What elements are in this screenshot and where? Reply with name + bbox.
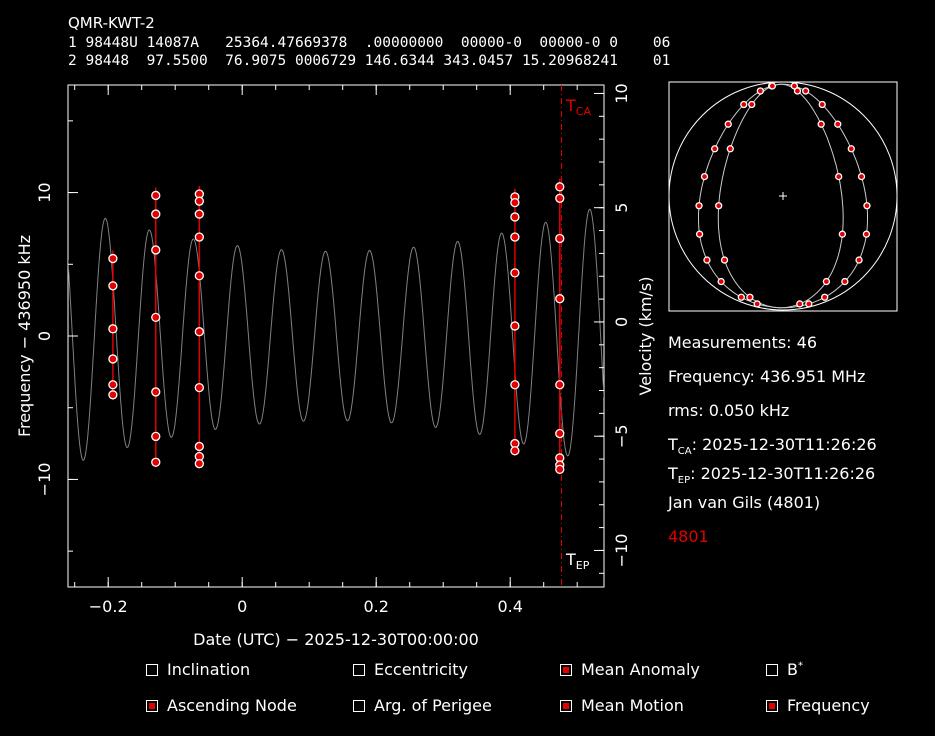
tca-label-sub: CA	[576, 105, 592, 118]
measurement-point	[108, 281, 118, 291]
checkbox-bstar[interactable]: B*	[766, 660, 803, 679]
tle-line-2: 2 98448 97.5500 76.9075 0006729 146.6344…	[68, 53, 671, 69]
tle-line-1: 1 98448U 14087A 25364.47669378 .00000000…	[68, 35, 671, 51]
measurement-point	[194, 209, 204, 219]
observer-name: Jan van Gils (4801)	[668, 493, 821, 512]
measurement-point	[108, 380, 118, 390]
tca-label: TCA	[565, 96, 591, 118]
checkbox-box[interactable]	[560, 663, 572, 676]
measurement-point	[108, 253, 118, 264]
measurement-point	[510, 446, 520, 456]
measurement-point	[555, 182, 565, 192]
checkbox-inclination[interactable]: Inclination	[146, 660, 250, 679]
measurement-point	[151, 209, 161, 219]
tep-value: TEP: 2025-12-30T11:26:26	[668, 464, 876, 487]
measurement-point	[555, 233, 565, 244]
tca-value: TCA: 2025-12-30T11:26:26	[668, 435, 877, 458]
measurement-point	[194, 382, 204, 393]
checkbox-frequency[interactable]: Frequency	[766, 696, 870, 715]
measurement-point	[510, 321, 520, 331]
checkbox-box[interactable]	[353, 663, 365, 676]
measurement-point	[194, 459, 204, 469]
measurement-point	[194, 327, 204, 337]
y-tick-label: 0	[35, 331, 54, 341]
satellite-name: QMR-KWT-2	[68, 14, 155, 32]
measurements-count: Measurements: 46	[668, 333, 818, 352]
measurement-point	[555, 294, 565, 304]
checkbox-eccentricity[interactable]: Eccentricity	[353, 660, 468, 679]
measurement-point	[510, 197, 520, 208]
y2-axis-label: Velocity (km/s)	[636, 277, 655, 396]
tep-label-sub: EP	[576, 559, 590, 572]
checkbox-box[interactable]	[560, 699, 572, 712]
frequency-value: Frequency: 436.951 MHz	[668, 367, 866, 386]
x-tick-label: 0.4	[497, 597, 522, 616]
checkbox-mean-motion[interactable]: Mean Motion	[560, 696, 684, 715]
x-tick-label: 0.2	[363, 597, 388, 616]
measurement-point	[108, 324, 118, 334]
tep-label: TEP	[565, 550, 590, 572]
measurement-point	[510, 212, 520, 222]
rms-value: rms: 0.050 kHz	[668, 401, 790, 420]
y2-tick-label: −10	[612, 534, 631, 568]
measurement-point	[194, 441, 204, 452]
checkbox-box[interactable]	[766, 663, 778, 676]
y2-tick-label: −5	[612, 424, 631, 448]
measurement-point	[151, 312, 161, 323]
measurement-point	[108, 390, 118, 400]
checkbox-box[interactable]	[146, 699, 158, 712]
measurement-point	[151, 457, 161, 467]
measurement-point	[151, 431, 161, 442]
measurement-point	[510, 380, 520, 390]
checkbox-mean-anomaly[interactable]: Mean Anomaly	[560, 660, 700, 679]
x-axis-label: Date (UTC) − 2025-12-30T00:00:00	[193, 630, 479, 649]
checkbox-box[interactable]	[353, 699, 365, 712]
checkbox-arg-of-perigee[interactable]: Arg. of Perigee	[353, 696, 492, 715]
measurement-point	[555, 428, 565, 439]
x-tick-label: −0.2	[89, 597, 128, 616]
measurement-point	[194, 232, 204, 242]
measurement-point	[151, 245, 161, 255]
x-tick-label: 0	[237, 597, 247, 616]
y2-tick-label: 10	[612, 83, 631, 103]
site-id: 4801	[668, 527, 709, 546]
measurement-point	[555, 464, 565, 475]
model-frequency-curve	[68, 208, 604, 461]
measurement-point	[151, 387, 161, 397]
measurement-point	[510, 232, 520, 242]
checkbox-box[interactable]	[766, 699, 778, 712]
checkbox-ascending-node[interactable]: Ascending Node	[146, 696, 297, 715]
y2-tick-label: 5	[612, 203, 631, 213]
measurement-point	[194, 271, 204, 281]
measurement-point	[194, 196, 204, 206]
measurement-point	[151, 190, 161, 201]
measurement-point	[555, 380, 565, 390]
y-tick-label: −10	[35, 463, 54, 497]
measurement-point	[108, 354, 118, 364]
y-axis-label: Frequency − 436950 kHz	[15, 235, 34, 437]
measurement-point	[510, 268, 520, 278]
checkbox-box[interactable]	[146, 663, 158, 676]
y2-tick-label: 0	[612, 317, 631, 327]
measurement-point	[555, 193, 565, 203]
y-tick-label: 10	[35, 182, 54, 202]
